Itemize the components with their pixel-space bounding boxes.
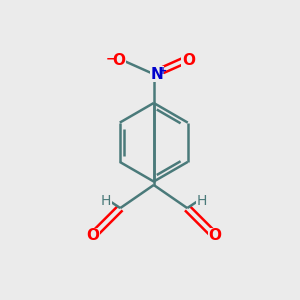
Text: O: O xyxy=(182,53,195,68)
Text: O: O xyxy=(86,228,99,243)
Text: N: N xyxy=(151,67,164,82)
Text: H: H xyxy=(100,194,111,208)
Text: +: + xyxy=(159,66,167,76)
Text: O: O xyxy=(112,53,126,68)
Text: O: O xyxy=(208,228,221,243)
Text: −: − xyxy=(105,52,116,66)
Text: H: H xyxy=(196,194,207,208)
